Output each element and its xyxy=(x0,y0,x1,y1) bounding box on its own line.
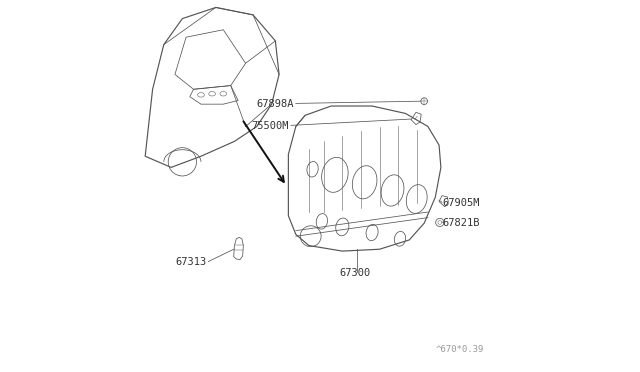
Text: ^670*0.39: ^670*0.39 xyxy=(435,345,484,354)
Text: 67300: 67300 xyxy=(340,269,371,278)
Text: 67898A: 67898A xyxy=(257,99,294,109)
Text: 67905M: 67905M xyxy=(443,198,480,208)
Text: 67313: 67313 xyxy=(175,257,207,267)
Text: 67821B: 67821B xyxy=(443,218,480,228)
Text: 75500M: 75500M xyxy=(251,122,289,131)
